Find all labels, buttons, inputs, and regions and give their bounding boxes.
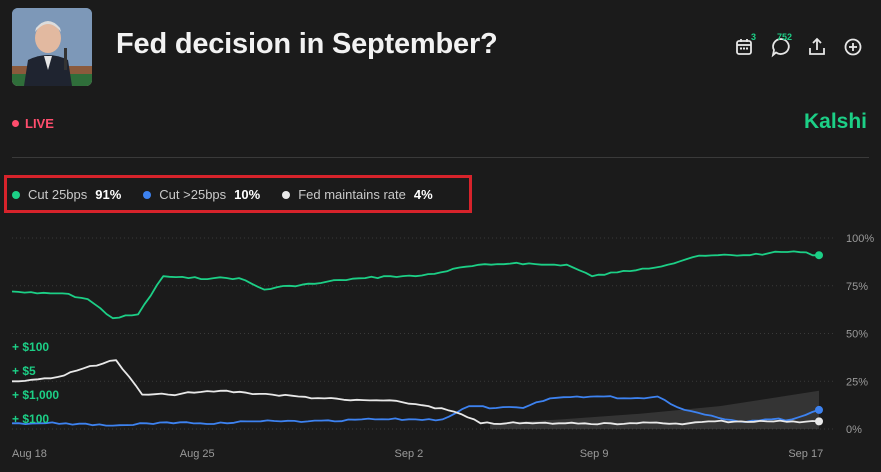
chart-grid — [12, 237, 836, 430]
y-tick-label: 0% — [846, 424, 862, 436]
legend-value: 10% — [234, 187, 261, 202]
legend-value: 4% — [413, 187, 433, 202]
series-line-2 — [12, 359, 820, 426]
calendar-button[interactable] — [732, 34, 758, 60]
series-end-dot — [815, 251, 823, 260]
x-axis-ticks: Aug 18 Aug 25 Sep 2 Sep 9 Sep 17 — [12, 448, 823, 460]
series-line-0 — [11, 250, 820, 320]
series-end-dot — [815, 417, 823, 426]
x-tick-label: Sep 9 — [580, 448, 609, 460]
probability-chart[interactable]: 100% 75% 50% 25% 0% Aug 18 Aug 25 Sep 2 Sep 9 Se… — [0, 220, 881, 472]
share-button[interactable] — [804, 34, 830, 60]
x-tick-label: Aug 18 — [12, 448, 47, 460]
brand-logo[interactable]: Kalshi — [803, 110, 867, 133]
y-tick-label: 50% — [846, 329, 868, 341]
divider — [12, 157, 869, 158]
x-tick-label: Aug 25 — [180, 448, 215, 460]
live-label: LIVE — [25, 116, 54, 131]
y-tick-label: 100% — [846, 233, 874, 245]
trade-label: + $100 — [12, 340, 49, 354]
legend-name: Cut 25bps — [28, 187, 88, 202]
live-dot-icon — [12, 120, 19, 127]
comments-count-badge: 752 — [777, 32, 793, 42]
y-tick-label: 25% — [846, 376, 868, 388]
market-thumbnail — [12, 8, 92, 86]
y-tick-label: 75% — [846, 281, 868, 293]
chart-legend: Cut 25bps 91% Cut >25bps 10% Fed maintai… — [12, 187, 455, 202]
header-actions: 3 752 — [730, 32, 870, 64]
legend-item-cut-over-25bps[interactable]: Cut >25bps 10% — [143, 187, 260, 202]
legend-dot-icon — [143, 190, 152, 199]
add-icon — [844, 38, 862, 56]
comments-button[interactable] — [768, 34, 794, 60]
trade-label: + $1,000 — [12, 388, 59, 402]
market-title: Fed decision in September? — [116, 28, 498, 60]
trade-labels: + $100 + $5 + $1,000 + $100 — [12, 340, 59, 426]
trade-label: + $5 — [12, 364, 36, 378]
x-tick-label: Sep 17 — [788, 448, 823, 460]
legend-item-cut-25bps[interactable]: Cut 25bps 91% — [12, 187, 121, 202]
series-end-dot — [815, 405, 823, 414]
legend-item-fed-maintains[interactable]: Fed maintains rate 4% — [282, 187, 433, 202]
calendar-count-badge: 3 — [751, 32, 757, 42]
legend-name: Cut >25bps — [159, 187, 227, 202]
live-indicator: LIVE — [12, 116, 54, 131]
legend-value: 91% — [95, 187, 122, 202]
y-axis-ticks: 100% 75% 50% 25% 0% — [846, 233, 874, 436]
legend-dot-icon — [12, 190, 20, 199]
share-icon — [809, 37, 825, 55]
trade-volume-band — [490, 390, 819, 429]
trade-label: + $100 — [12, 412, 49, 426]
chart-lines — [11, 250, 823, 427]
series-line-1 — [11, 395, 820, 427]
comment-icon — [771, 38, 790, 58]
x-tick-label: Sep 2 — [395, 448, 424, 460]
calendar-icon — [736, 39, 752, 55]
legend-name: Fed maintains rate — [298, 187, 406, 202]
legend-dot-icon — [282, 190, 291, 199]
legend-highlight-box — [4, 175, 472, 213]
add-button[interactable] — [840, 34, 866, 60]
